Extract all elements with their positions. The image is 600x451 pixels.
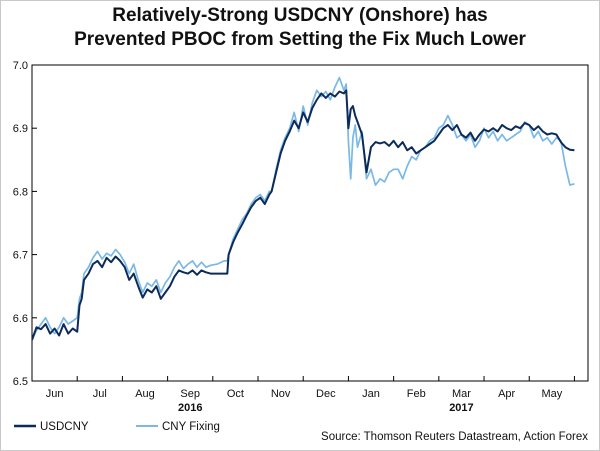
x-tick-label: Sep	[180, 388, 200, 400]
x-tick-label: Nov	[271, 388, 291, 400]
series-line-cny-fixing	[32, 76, 575, 341]
chart-title-line-2: Prevented PBOC from Setting the Fix Much…	[74, 29, 526, 50]
series-layer	[32, 76, 575, 341]
legend-label-cny-fixing: CNY Fixing	[162, 421, 220, 433]
plot-area-border	[31, 64, 589, 382]
legend: USDCNY CNY Fixing	[14, 421, 220, 433]
x-tick-label: May	[541, 388, 562, 400]
x-tick-label: Jan	[362, 388, 380, 400]
x-tick-label: Mar	[452, 388, 471, 400]
axes: 7.0 6.9 6.8 6.7 6.6 6.5 Jun Jul Aug Sep Oct Nov Dec J…	[13, 60, 589, 414]
x-tick-label: Apr	[498, 388, 515, 400]
chart-title: Relatively-Strong USDCNY (Onshore) has P…	[0, 4, 600, 52]
chart-title-line-1: Relatively-Strong USDCNY (Onshore) has	[112, 5, 488, 26]
x-tick-label: Jul	[93, 388, 107, 400]
y-tick-label: 6.9	[13, 123, 28, 135]
legend-label-usdcny: USDCNY	[40, 421, 89, 433]
x-tick-label: Feb	[407, 388, 426, 400]
y-tick-label: 6.8	[13, 186, 28, 198]
x-tick-label: Aug	[135, 388, 155, 400]
x-year-label: 2016	[178, 402, 202, 414]
x-tick-label: Dec	[316, 388, 336, 400]
y-tick-label: 6.7	[13, 250, 28, 262]
series-line-usdcny	[32, 89, 575, 341]
x-year-label: 2017	[449, 402, 473, 414]
y-tick-label: 7.0	[13, 60, 28, 72]
y-tick-label: 6.6	[13, 313, 28, 325]
source-note: Source: Thomson Reuters Datastream, Acti…	[321, 431, 588, 443]
x-tick-label: Jun	[46, 388, 64, 400]
y-tick-label: 6.5	[13, 376, 28, 388]
x-tick-label: Oct	[227, 388, 244, 400]
